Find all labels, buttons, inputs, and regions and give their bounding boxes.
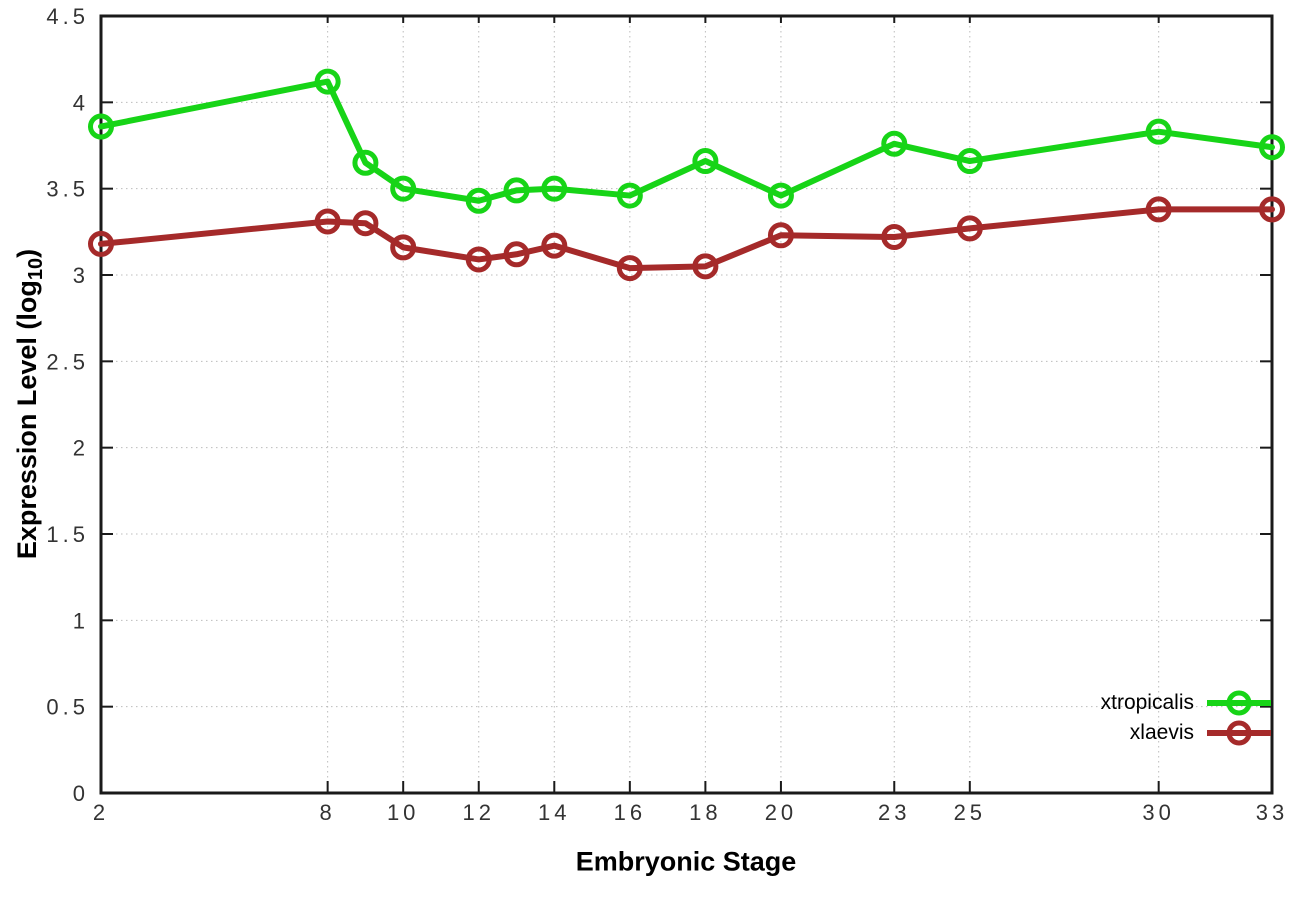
legend-sample-point: [1226, 720, 1252, 745]
y-tick-label: 3: [73, 263, 89, 288]
y-tick-label: 0: [73, 781, 89, 806]
x-tick-label: 18: [689, 800, 721, 825]
data-point-xlaevis: [541, 232, 568, 259]
data-point-xlaevis: [616, 255, 643, 282]
x-tick-label: 10: [387, 800, 419, 825]
data-point-xtropicalis: [616, 182, 643, 209]
data-point-xtropicalis: [465, 187, 492, 214]
data-point-xtropicalis: [1259, 134, 1285, 161]
data-point-xlaevis: [352, 210, 379, 237]
x-tick-label: 8: [320, 800, 336, 825]
y-axis-title-suffix: ): [12, 248, 42, 258]
legend-item-xtropicalis: xtropicalis: [1101, 688, 1272, 717]
y-tick-label: 2.5: [46, 349, 89, 374]
y-tick-label: 4.5: [46, 4, 89, 29]
legend: xtropicalis xlaevis: [1101, 688, 1272, 747]
data-point-xtropicalis: [956, 148, 983, 175]
data-point-xlaevis: [503, 241, 530, 268]
y-axis-title: Expression Level (log10): [12, 249, 48, 559]
x-tick-label: 25: [954, 800, 986, 825]
data-point-xtropicalis: [390, 175, 417, 202]
legend-item-xlaevis: xlaevis: [1101, 718, 1272, 747]
series-line-xlaevis: [98, 206, 1275, 272]
data-point-xtropicalis: [352, 149, 379, 176]
y-tick-label: 1.5: [46, 522, 89, 547]
y-axis-title-text: Expression Level (log: [12, 280, 42, 560]
legend-marker-icon: [1207, 690, 1271, 715]
x-tick-label: 23: [878, 800, 910, 825]
y-tick-label: 3.5: [46, 177, 89, 202]
x-axis-title: Embryonic Stage: [575, 846, 797, 877]
data-point-xlaevis: [390, 234, 417, 261]
data-point-xlaevis: [1145, 196, 1172, 223]
data-point-xlaevis: [88, 230, 114, 257]
data-point-xtropicalis: [692, 148, 719, 175]
legend-label: xtropicalis: [1100, 690, 1194, 714]
legend-marker-icon: [1207, 720, 1271, 745]
legend-label: xlaevis: [1129, 720, 1194, 744]
x-tick-label: 12: [462, 800, 494, 825]
data-point-xtropicalis: [314, 68, 341, 95]
data-point-xtropicalis: [767, 182, 794, 209]
legend-sample-point: [1226, 690, 1252, 715]
x-tick-label: 20: [765, 800, 797, 825]
y-tick-label: 0.5: [46, 695, 89, 720]
x-tick-label: 14: [538, 800, 570, 825]
x-tick-label: 33: [1256, 800, 1288, 825]
y-tick-label: 1: [73, 608, 89, 633]
y-tick-label: 4: [73, 90, 89, 115]
data-point-xlaevis: [956, 215, 983, 242]
data-point-xlaevis: [692, 253, 719, 280]
data-point-xlaevis: [314, 208, 341, 235]
data-point-xtropicalis: [503, 177, 530, 204]
y-axis-title-subscript: 10: [25, 257, 47, 281]
data-point-xtropicalis: [881, 130, 908, 157]
plot-border: [99, 14, 1274, 795]
data-point-xlaevis: [1259, 196, 1285, 223]
data-point-xlaevis: [465, 246, 492, 273]
data-point-xtropicalis: [88, 113, 114, 140]
x-tick-label: 16: [614, 800, 646, 825]
data-point-xtropicalis: [541, 175, 568, 202]
data-point-xtropicalis: [1145, 118, 1172, 145]
series-line-xtropicalis: [98, 78, 1275, 204]
data-point-xlaevis: [767, 222, 794, 249]
x-tick-label: 2: [93, 800, 109, 825]
x-tick-label: 30: [1142, 800, 1174, 825]
y-tick-label: 2: [73, 436, 89, 461]
data-point-xlaevis: [881, 224, 908, 251]
